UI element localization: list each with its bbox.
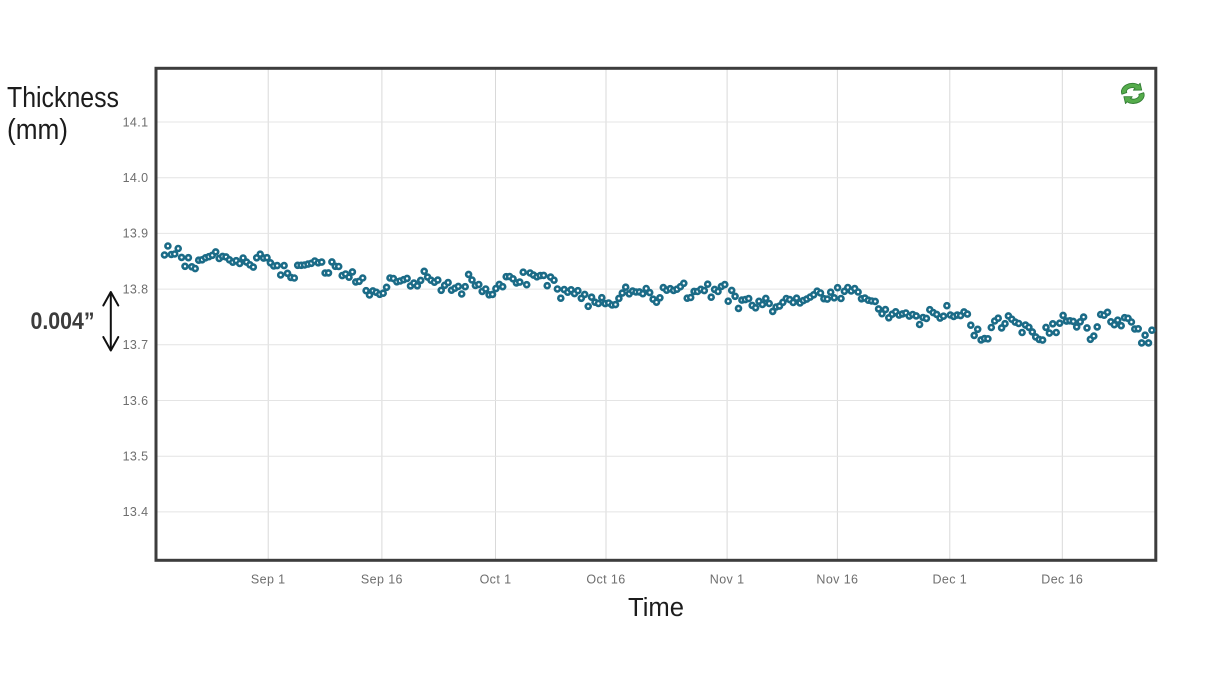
svg-text:13.9: 13.9: [123, 227, 149, 241]
svg-text:Time: Time: [628, 594, 684, 622]
svg-text:13.4: 13.4: [123, 505, 149, 519]
svg-text:13.5: 13.5: [123, 450, 149, 464]
svg-text:Dec 1: Dec 1: [932, 573, 967, 587]
svg-text:0.004”: 0.004”: [31, 308, 95, 335]
svg-text:Nov 1: Nov 1: [710, 573, 745, 587]
svg-text:Oct 16: Oct 16: [586, 573, 625, 587]
svg-text:Sep 1: Sep 1: [251, 573, 286, 587]
svg-text:Sep 16: Sep 16: [361, 573, 403, 587]
svg-text:14.0: 14.0: [123, 171, 149, 185]
svg-text:13.7: 13.7: [123, 338, 149, 352]
svg-text:Oct 1: Oct 1: [480, 573, 512, 587]
svg-text:(mm): (mm): [7, 114, 68, 146]
svg-text:Thickness: Thickness: [7, 82, 119, 114]
svg-text:Dec 16: Dec 16: [1041, 573, 1083, 587]
svg-text:13.8: 13.8: [123, 282, 149, 296]
svg-text:13.6: 13.6: [123, 394, 149, 408]
svg-text:14.1: 14.1: [123, 115, 149, 129]
svg-text:Nov 16: Nov 16: [816, 573, 858, 587]
